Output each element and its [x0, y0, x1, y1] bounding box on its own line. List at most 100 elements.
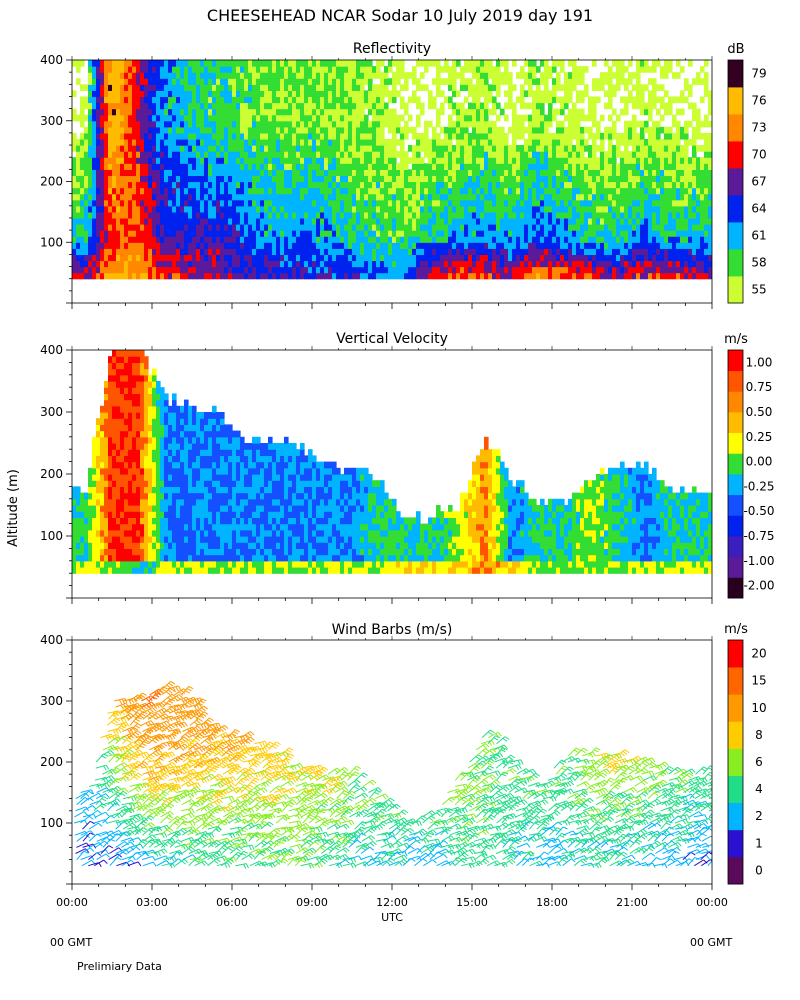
reflectivity-cell — [288, 187, 293, 195]
reflectivity-cell — [204, 205, 209, 213]
reflectivity-cell — [364, 224, 369, 231]
reflectivity-cell — [316, 260, 321, 268]
reflectivity-cell — [476, 96, 481, 104]
reflectivity-cell — [84, 96, 89, 104]
reflectivity-cell — [156, 187, 161, 195]
reflectivity-cell — [272, 151, 277, 158]
reflectivity-cell — [92, 102, 97, 110]
reflectivity-cell — [448, 157, 453, 164]
reflectivity-cell — [328, 260, 333, 268]
reflectivity-cell — [380, 181, 385, 189]
reflectivity-cell — [360, 236, 365, 243]
reflectivity-cell — [132, 72, 137, 79]
reflectivity-cell — [208, 84, 213, 91]
reflectivity-cell — [376, 145, 381, 152]
reflectivity-cell — [288, 132, 293, 140]
reflectivity-cell — [96, 84, 101, 91]
reflectivity-cell — [280, 138, 285, 146]
reflectivity-cell — [552, 96, 557, 104]
reflectivity-cell — [108, 66, 113, 73]
reflectivity-cell — [308, 236, 313, 243]
reflectivity-cell — [212, 90, 217, 98]
reflectivity-cell — [336, 60, 341, 67]
reflectivity-cell — [220, 230, 225, 237]
reflectivity-cell — [88, 78, 93, 85]
reflectivity-cell — [524, 236, 529, 243]
reflectivity-cell — [108, 84, 113, 91]
reflectivity-cell — [88, 230, 93, 237]
reflectivity-cell — [436, 132, 441, 140]
reflectivity-cell — [208, 242, 213, 249]
reflectivity-cell — [308, 163, 313, 170]
reflectivity-cell — [344, 138, 349, 146]
reflectivity-cell — [552, 181, 557, 189]
reflectivity-cell — [448, 96, 453, 104]
reflectivity-cell — [180, 187, 185, 195]
reflectivity-cell — [460, 181, 465, 189]
reflectivity-cell — [272, 145, 277, 152]
reflectivity-cell — [412, 78, 417, 85]
reflectivity-cell — [332, 205, 337, 213]
reflectivity-cell — [484, 126, 489, 134]
reflectivity-cell — [112, 120, 117, 128]
reflectivity-cell — [284, 102, 289, 110]
reflectivity-cell — [332, 266, 337, 274]
reflectivity-cell — [656, 248, 661, 255]
reflectivity-cell — [580, 254, 585, 262]
reflectivity-cell — [340, 126, 345, 134]
reflectivity-cell — [196, 138, 201, 146]
reflectivity-cell — [360, 126, 365, 134]
reflectivity-cell — [168, 126, 173, 134]
reflectivity-cell — [224, 151, 229, 158]
reflectivity-cell — [80, 199, 85, 207]
reflectivity-cell — [88, 181, 93, 189]
reflectivity-cell — [112, 181, 117, 189]
reflectivity-cell — [484, 181, 489, 189]
reflectivity-cell — [624, 84, 629, 91]
reflectivity-cell — [196, 72, 201, 79]
reflectivity-cell — [172, 90, 177, 98]
reflectivity-cell — [208, 102, 213, 110]
reflectivity-cell — [144, 260, 149, 268]
reflectivity-cell — [612, 132, 617, 140]
reflectivity-cell — [476, 224, 481, 231]
reflectivity-cell — [188, 181, 193, 189]
reflectivity-cell — [508, 193, 513, 201]
reflectivity-cell — [528, 254, 533, 262]
reflectivity-cell — [440, 66, 445, 73]
reflectivity-cell — [632, 242, 637, 249]
reflectivity-cell — [568, 84, 573, 91]
reflectivity-cell — [268, 260, 273, 268]
reflectivity-cell — [112, 60, 117, 67]
reflectivity-cell — [272, 96, 277, 104]
reflectivity-cell — [604, 205, 609, 213]
reflectivity-cell — [284, 132, 289, 140]
reflectivity-cell — [644, 175, 649, 183]
reflectivity-cell — [540, 193, 545, 201]
reflectivity-cell — [280, 126, 285, 134]
reflectivity-cell — [280, 145, 285, 152]
reflectivity-cell — [504, 217, 509, 225]
reflectivity-cell — [620, 272, 625, 280]
reflectivity-cell — [192, 199, 197, 207]
reflectivity-cell — [228, 96, 233, 104]
reflectivity-cell — [564, 254, 569, 262]
reflectivity-cell — [228, 248, 233, 255]
reflectivity-cell — [324, 236, 329, 243]
reflectivity-cell — [320, 175, 325, 183]
reflectivity-cell — [356, 181, 361, 189]
reflectivity-cell — [448, 230, 453, 237]
reflectivity-cell — [212, 272, 217, 280]
reflectivity-cell — [520, 211, 525, 219]
reflectivity-cell — [88, 248, 93, 255]
reflectivity-cell — [584, 236, 589, 243]
reflectivity-cell — [452, 217, 457, 225]
reflectivity-cell — [444, 224, 449, 231]
reflectivity-cell — [476, 126, 481, 134]
reflectivity-cell — [468, 108, 473, 116]
reflectivity-cell — [496, 181, 501, 189]
reflectivity-cell — [208, 114, 213, 122]
reflectivity-cell — [168, 114, 173, 122]
reflectivity-cell — [560, 242, 565, 249]
reflectivity-cell — [456, 157, 461, 164]
